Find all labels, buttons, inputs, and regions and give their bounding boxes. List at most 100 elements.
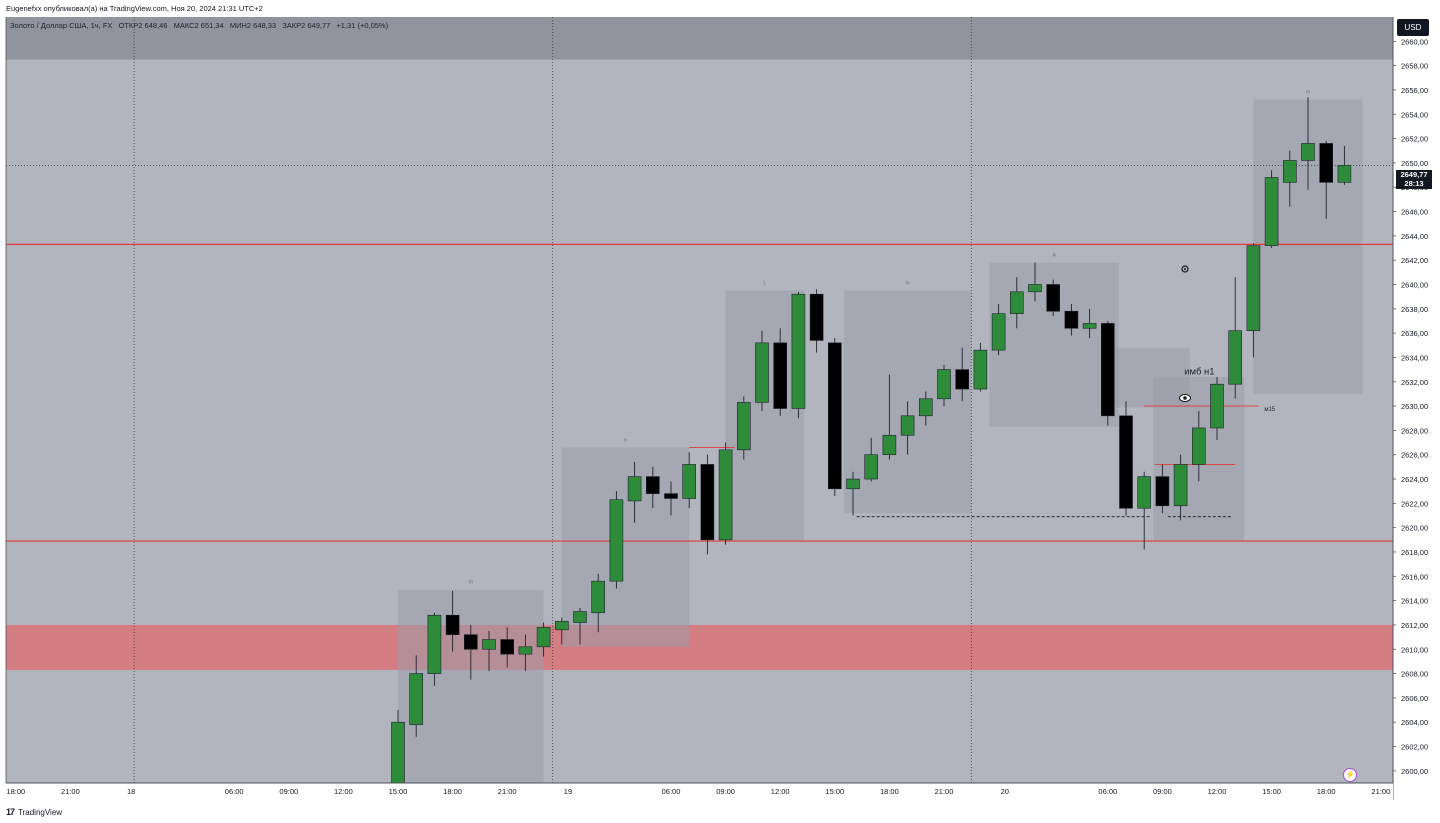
price-tick-label: 2616,00 (1401, 572, 1428, 581)
lightning-icon[interactable]: ⚡ (1343, 768, 1357, 782)
footer-brand: 17 TradingView (6, 805, 62, 819)
zone-box-tag: m (1306, 90, 1310, 96)
time-tick-label: 19 (564, 787, 572, 796)
price-tick-label: 2626,00 (1401, 451, 1428, 460)
candle-11 (591, 573, 606, 633)
legend-high: МАКС2 651,34 (173, 21, 224, 30)
candle-body (755, 342, 769, 403)
time-tick-label: 09:00 (1153, 787, 1172, 796)
candle-12 (609, 491, 624, 589)
candle-body (1101, 323, 1115, 417)
candle-body (700, 464, 715, 541)
price-tick-label: 2638,00 (1401, 305, 1428, 314)
candle-4 (463, 624, 478, 680)
time-tick-label: 12:00 (771, 787, 790, 796)
candle-43 (1173, 454, 1188, 521)
candle-42 (1155, 464, 1170, 514)
price-tick-label: 2636,00 (1401, 329, 1428, 338)
candle-0 (391, 710, 405, 784)
candle-25 (846, 471, 860, 516)
price-tick-label: 2622,00 (1401, 499, 1428, 508)
candle-body (827, 342, 842, 490)
candle-22 (791, 291, 806, 419)
target-icon (1181, 265, 1189, 273)
candle-body (900, 415, 915, 436)
time-tick-label: 18:00 (6, 787, 25, 796)
price-tick-label: 2642,00 (1401, 256, 1428, 265)
candles-layer (391, 97, 1352, 784)
candle-body (445, 614, 460, 635)
legend-symbol: Золото / Доллар США, 1ч, FX (10, 21, 113, 30)
zone-box-tag: ε (1198, 367, 1201, 373)
candle-body (1119, 415, 1133, 509)
time-tick-label: 21:00 (935, 787, 954, 796)
candle-body (1028, 284, 1042, 293)
zone-box-tag: L (763, 281, 766, 287)
candle-body (1210, 383, 1224, 429)
price-tick-label: 2614,00 (1401, 597, 1428, 606)
bar-countdown: 28:13 (1404, 179, 1424, 188)
price-tick-label: 2606,00 (1401, 694, 1428, 703)
candle-5 (482, 631, 496, 672)
legend-low: МИН2 648,33 (229, 21, 277, 30)
price-tick-label: 2620,00 (1401, 524, 1428, 533)
candle-body (1173, 464, 1188, 507)
candle-body (409, 673, 424, 725)
candle-16 (682, 452, 697, 509)
candle-body (573, 611, 587, 623)
currency-button[interactable]: USD (1397, 19, 1429, 36)
candle-44 (1192, 410, 1206, 482)
candle-body (500, 639, 515, 655)
price-tick-label: 2610,00 (1401, 645, 1428, 654)
publisher-caption: Eugenefxx опубликовал(а) на TradingView.… (6, 4, 263, 13)
candle-body (791, 293, 806, 409)
candle-45 (1210, 376, 1224, 441)
candle-7 (518, 634, 533, 672)
brand-name: TradingView (18, 807, 63, 817)
candle-body (627, 476, 642, 502)
time-tick-label: 21:00 (61, 787, 80, 796)
time-tick-label: 20 (1001, 787, 1009, 796)
candle-body (463, 634, 478, 650)
time-tick-label: 15:00 (1262, 787, 1281, 796)
candle-body (1155, 476, 1170, 507)
candle-50 (1301, 97, 1315, 190)
time-tick-label: 21:00 (498, 787, 517, 796)
candle-47 (1246, 243, 1261, 358)
price-tick-label: 2632,00 (1401, 378, 1428, 387)
candle-17 (700, 454, 715, 555)
candle-36 (1046, 279, 1060, 317)
candle-body (846, 478, 860, 490)
time-tick-label: 21:00 (1371, 787, 1390, 796)
candle-39 (1101, 320, 1115, 426)
candle-body (609, 499, 624, 582)
demand-zone (6, 624, 1393, 670)
candle-3 (445, 590, 460, 652)
candle-body (1009, 291, 1024, 314)
candle-34 (1009, 277, 1024, 329)
eye-icon (1179, 394, 1191, 402)
zones-layer (6, 624, 1393, 670)
candle-body (682, 464, 697, 499)
candle-23 (809, 289, 824, 353)
candle-body (591, 580, 606, 614)
price-tick-label: 2650,00 (1401, 159, 1428, 168)
candle-37 (1064, 303, 1079, 336)
zone-box-tag: m (906, 281, 910, 287)
price-tick-label: 2612,00 (1401, 621, 1428, 630)
tradingview-logo-icon: 17 (6, 807, 15, 817)
candle-6 (500, 627, 515, 668)
candle-body (1301, 143, 1315, 161)
time-tick-label: 18:00 (443, 787, 462, 796)
time-axis: 18:00 21:00 18 06:00 09:00 12:00 15:00 18:00 21:… (0, 17, 1393, 800)
price-tick-label: 2660,00 (1401, 37, 1428, 46)
price-axis: 2600,00 2602,00 2604,00 2606,00 2608,00 2610,… (1392, 17, 1440, 800)
candle-body (1046, 284, 1060, 312)
candle-35 (1028, 262, 1042, 302)
candle-28 (900, 401, 915, 455)
candle-body (1319, 143, 1333, 183)
legend-close: ЗАКР2 649,77 (282, 21, 331, 30)
price-tick-label: 2644,00 (1401, 232, 1428, 241)
annotation-label-1: м15 (1264, 407, 1275, 413)
